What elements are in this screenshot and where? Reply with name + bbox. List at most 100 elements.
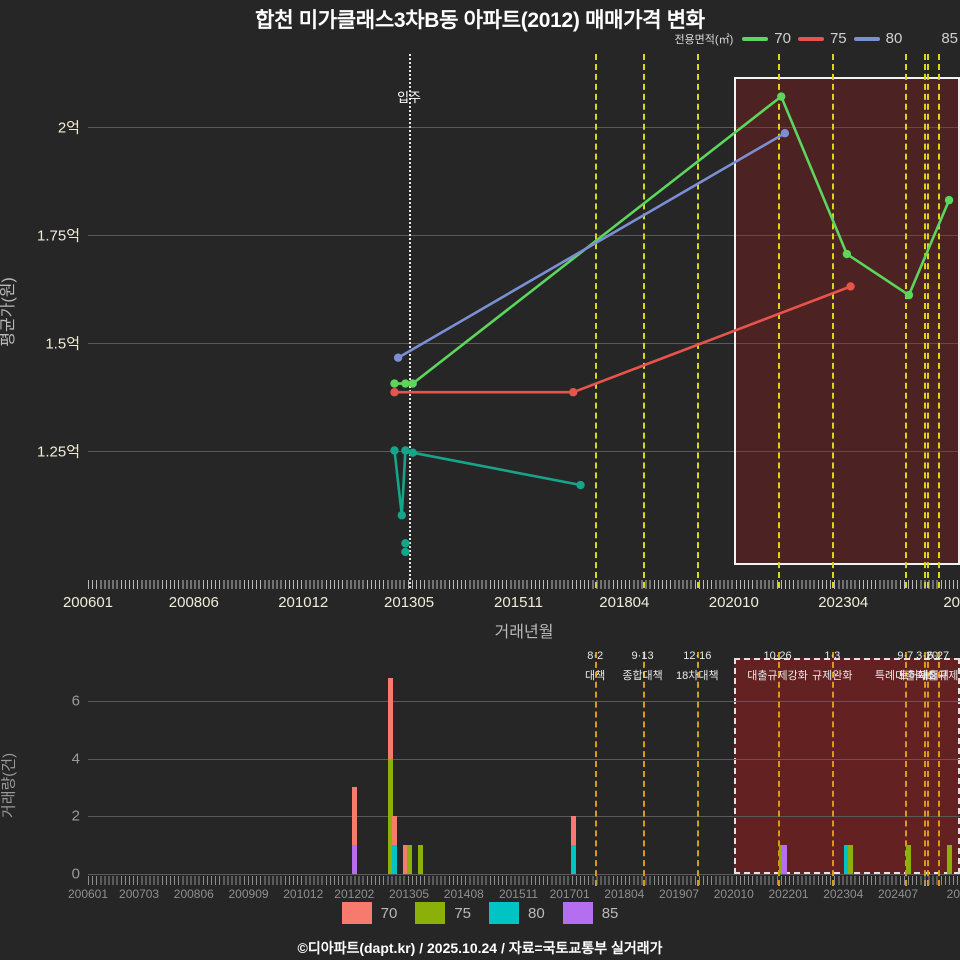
volume-bar[interactable]	[946, 845, 952, 874]
legend-area-top: 전용면적(㎡) 70 75 80 85	[674, 30, 958, 47]
volume-bar[interactable]	[391, 845, 397, 874]
y-axis-label-price: 평균가(원)	[0, 277, 17, 347]
x-tick-label: 202304	[818, 594, 869, 611]
x-tick-label: 2025	[946, 887, 960, 901]
volume-bar[interactable]	[388, 758, 394, 874]
legend-bottom-label-80: 80	[528, 904, 545, 922]
series-point[interactable]	[842, 249, 852, 259]
vertical-marker	[832, 54, 835, 588]
legend-swatch-75	[797, 36, 824, 41]
vertical-marker	[927, 54, 930, 588]
vertical-marker	[832, 652, 835, 886]
gridline	[88, 450, 960, 452]
event-annotation-date: 6·27	[927, 650, 950, 662]
series-point[interactable]	[576, 480, 585, 490]
vertical-marker	[923, 54, 926, 588]
legend-bottom-item-80[interactable]: 80	[489, 902, 545, 924]
series-point[interactable]	[408, 379, 417, 388]
price-series-svg	[390, 92, 954, 557]
x-tick-label: 200909	[228, 887, 269, 901]
vertical-marker	[905, 54, 908, 588]
legend-label-70: 70	[774, 30, 791, 47]
move-in-label: 입주	[397, 90, 422, 105]
series-point[interactable]	[846, 282, 855, 291]
vertical-marker	[409, 54, 412, 588]
x-tick-label: 201012	[278, 594, 329, 611]
series-point[interactable]	[390, 446, 399, 455]
volume-bar[interactable]	[406, 845, 412, 874]
volume-bar[interactable]	[351, 845, 357, 874]
vertical-marker	[905, 652, 908, 886]
series-point[interactable]	[390, 379, 399, 388]
legend-bottom-label-85: 85	[601, 904, 619, 922]
series-point[interactable]	[401, 539, 410, 548]
x-tick-label: 2025	[943, 594, 960, 611]
x-tick-label: 200601	[67, 887, 109, 901]
x-tick-label: 200703	[119, 887, 160, 901]
volume-bar[interactable]	[570, 816, 576, 874]
legend-bottom-item-85[interactable]: 85	[562, 902, 619, 924]
highlight-box	[733, 77, 960, 565]
y-tick-label: 0	[71, 865, 80, 883]
series-point[interactable]	[569, 388, 578, 397]
y-tick-label: 4	[71, 750, 80, 768]
x-axis-ruler-volume	[88, 876, 960, 885]
vertical-marker	[938, 54, 941, 588]
series-point[interactable]	[401, 446, 410, 455]
y-tick-label: 1.5억	[45, 335, 80, 353]
y-tick-label: 2억	[57, 119, 80, 137]
y-axis-label-volume: 거래량(건)	[0, 752, 18, 819]
volume-bar[interactable]	[391, 816, 397, 874]
volume-bar-chart: 8·2 대책 9·13 종합대책 12·16 18차대책 10·26 대출규제강화 1·3 규제완…	[68, 650, 960, 901]
legend-bottom-item-70[interactable]: 70	[341, 902, 397, 924]
volume-bar[interactable]	[570, 845, 576, 874]
legend-item-75[interactable]: 75	[797, 30, 847, 47]
x-tick-label: 202201	[768, 887, 809, 901]
vertical-marker	[777, 54, 780, 588]
event-annotation-date: 12·16	[683, 650, 712, 662]
series-point[interactable]	[393, 353, 403, 362]
series-line	[393, 449, 582, 517]
legend-label-80: 80	[885, 30, 903, 47]
volume-bar[interactable]	[351, 787, 357, 874]
volume-bar[interactable]	[417, 845, 423, 874]
volume-bar[interactable]	[848, 845, 854, 874]
series-point[interactable]	[390, 388, 399, 397]
price-line-chart: 입주 2억 1.75억 1.5억 1.25억 200601 200806 201012 20…	[37, 54, 960, 641]
series-point[interactable]	[777, 92, 786, 101]
volume-bar[interactable]	[782, 845, 788, 874]
event-annotation-text: 토허제해제	[898, 670, 949, 682]
volume-bar[interactable]	[906, 845, 912, 874]
legend-swatch-85	[909, 37, 935, 41]
series-point[interactable]	[904, 290, 914, 300]
vertical-marker	[927, 652, 930, 886]
legend-item-80[interactable]: 80	[853, 30, 903, 47]
legend-label-75: 75	[829, 30, 847, 47]
gridline	[88, 816, 960, 818]
x-tick-label: 202407	[877, 887, 918, 901]
gridline	[88, 874, 960, 875]
legend-item-85[interactable]: 85	[909, 30, 958, 47]
series-line	[393, 285, 852, 394]
legend-bottom-item-75[interactable]: 75	[415, 902, 471, 924]
vertical-marker	[595, 54, 598, 588]
volume-bar[interactable]	[844, 845, 850, 874]
volume-bar[interactable]	[402, 845, 408, 874]
series-point[interactable]	[944, 195, 954, 205]
event-annotation-date: 1·3	[824, 650, 841, 662]
series-point[interactable]	[408, 448, 417, 457]
vertical-marker	[697, 54, 700, 588]
series-point[interactable]	[401, 379, 410, 388]
volume-bar[interactable]	[778, 845, 784, 874]
y-tick-label: 6	[71, 692, 80, 710]
series-point[interactable]	[780, 129, 790, 138]
series-point[interactable]	[397, 511, 406, 520]
x-tick-label: 201202	[334, 887, 375, 901]
series-point[interactable]	[401, 547, 410, 557]
x-tick-label: 201804	[599, 594, 650, 611]
vertical-marker	[642, 54, 645, 588]
x-tick-label: 201408	[443, 887, 484, 901]
legend-item-70[interactable]: 70	[742, 30, 791, 47]
legend-area-bottom: 70 75 80 85	[0, 902, 960, 924]
y-tick-label: 1.25억	[37, 443, 80, 460]
